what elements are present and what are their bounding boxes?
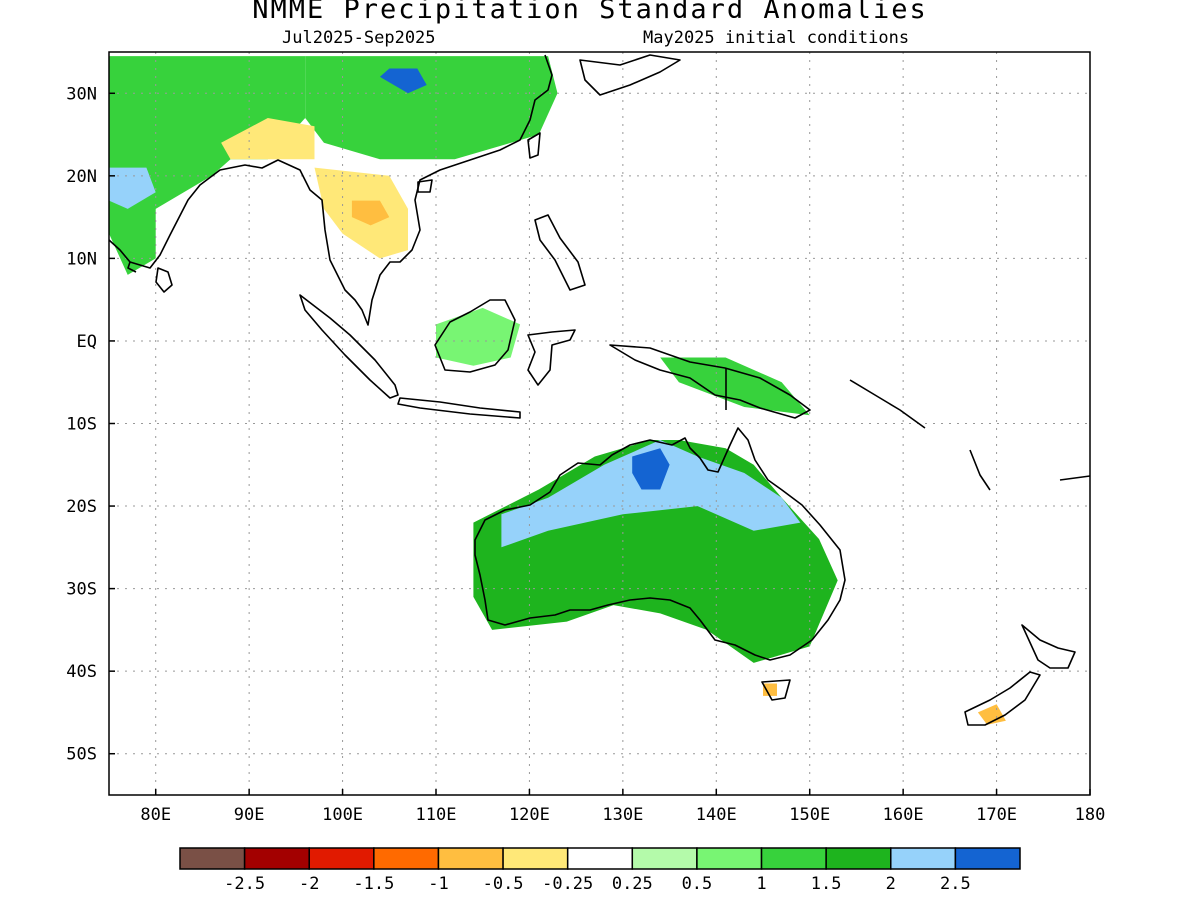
anomaly-region-12: [763, 683, 777, 696]
anomaly-region-7: [436, 307, 521, 366]
axis-ticks: 80E 90E 100E 110E 120E 130E 140E 150E 160E 170E 18…: [66, 84, 1105, 825]
initial-conditions: May2025 initial conditions: [643, 28, 910, 48]
anomaly-region-2: [221, 118, 315, 160]
anomaly-region-4: [351, 200, 390, 226]
lat-tick-label: 10S: [66, 415, 97, 435]
lat-tick-label: 30S: [66, 580, 97, 600]
lon-tick-label: 170E: [976, 805, 1017, 825]
coast-vanuatu-fiji: [969, 449, 1090, 491]
colorbar-swatch: [631, 847, 698, 870]
colorbar-label: -2.5: [224, 874, 265, 894]
colorbar-swatch: [825, 847, 892, 870]
lon-tick-label: 80E: [140, 805, 171, 825]
colorbar-swatch: [373, 847, 440, 870]
colorbar-label: 2.5: [940, 874, 971, 894]
coast-hainan: [417, 179, 433, 193]
colorbar-label: -0.25: [542, 874, 593, 894]
lat-tick-label: EQ: [77, 332, 97, 352]
colorbar-swatch: [696, 847, 763, 870]
anomaly-region-6: [109, 167, 156, 209]
coastlines: [109, 54, 1090, 726]
forecast-period: Jul2025-Sep2025: [282, 28, 436, 48]
coast-sumatra: [299, 294, 399, 399]
colorbar-swatch: [179, 847, 246, 870]
coast-australia: [474, 427, 846, 661]
anomaly-region-0: [109, 56, 306, 275]
lon-tick-label: 120E: [509, 805, 550, 825]
coast-borneo: [434, 299, 516, 373]
colorbar-swatch: [890, 847, 957, 870]
coast-sri-lanka: [155, 267, 173, 293]
lon-tick-label: 160E: [883, 805, 924, 825]
colorbar-label: -2: [299, 874, 319, 894]
lon-tick-label: 150E: [789, 805, 830, 825]
gridlines: [109, 52, 1090, 795]
lat-tick-label: 20N: [66, 167, 97, 187]
colorbar-label: -0.5: [483, 874, 524, 894]
colorbar-swatch: [566, 847, 634, 870]
lon-tick-label: 90E: [234, 805, 265, 825]
coast-philippines: [534, 214, 586, 291]
lon-tick-label: 100E: [322, 805, 363, 825]
colorbar-swatch: [308, 847, 375, 870]
colorbar-label: -1.5: [353, 874, 394, 894]
lon-tick-label: 180: [1075, 805, 1106, 825]
colorbar-label: 0.5: [682, 874, 713, 894]
coast-sulawesi: [527, 329, 576, 386]
anomaly-region-1: [305, 56, 558, 160]
colorbar-swatch: [760, 847, 827, 870]
lon-tick-label: 140E: [696, 805, 737, 825]
colorbar-label: 0.25: [612, 874, 653, 894]
coast-india-interior: [127, 261, 137, 273]
anomaly-region-11: [632, 448, 670, 490]
lat-tick-label: 50S: [66, 745, 97, 765]
coast-java: [397, 397, 521, 419]
colorbar-swatch: [502, 847, 569, 870]
colorbar-swatch: [437, 847, 504, 870]
lat-tick-label: 10N: [66, 249, 97, 269]
colorbar-swatch: [954, 847, 1021, 870]
colorbar-label: 2: [886, 874, 896, 894]
colorbar-swatch: [243, 847, 310, 870]
anomaly-region-8: [660, 357, 810, 416]
chart-title: NMME Precipitation Standard Anomalies: [252, 0, 928, 25]
colorbar-label: 1.5: [811, 874, 842, 894]
anomaly-region-13: [977, 704, 1006, 725]
coast-nz-north: [1021, 624, 1076, 669]
colorbar-label: 1: [756, 874, 766, 894]
coast-nz-south: [964, 671, 1041, 726]
lat-tick-label: 40S: [66, 662, 97, 682]
lon-tick-label: 130E: [602, 805, 643, 825]
coast-taiwan: [527, 132, 541, 159]
anomaly-region-10: [501, 440, 801, 548]
coast-asia-mainland: [109, 54, 553, 326]
lat-tick-label: 30N: [66, 84, 97, 104]
anomaly-fill-layer: [109, 56, 1006, 725]
coast-japan: [579, 54, 681, 96]
colorbar-label: -1: [428, 874, 448, 894]
colorbar: -2.5 -2 -1.5 -1 -0.5 -0.25 0.25 0.5 1 1.5 2 2.5: [179, 847, 1021, 894]
lon-tick-label: 110E: [416, 805, 457, 825]
coast-tasmania: [761, 679, 791, 701]
coast-solomons: [849, 379, 926, 429]
lat-tick-label: 20S: [66, 497, 97, 517]
anomaly-region-5: [379, 68, 427, 94]
coast-new-guinea: [609, 344, 811, 419]
